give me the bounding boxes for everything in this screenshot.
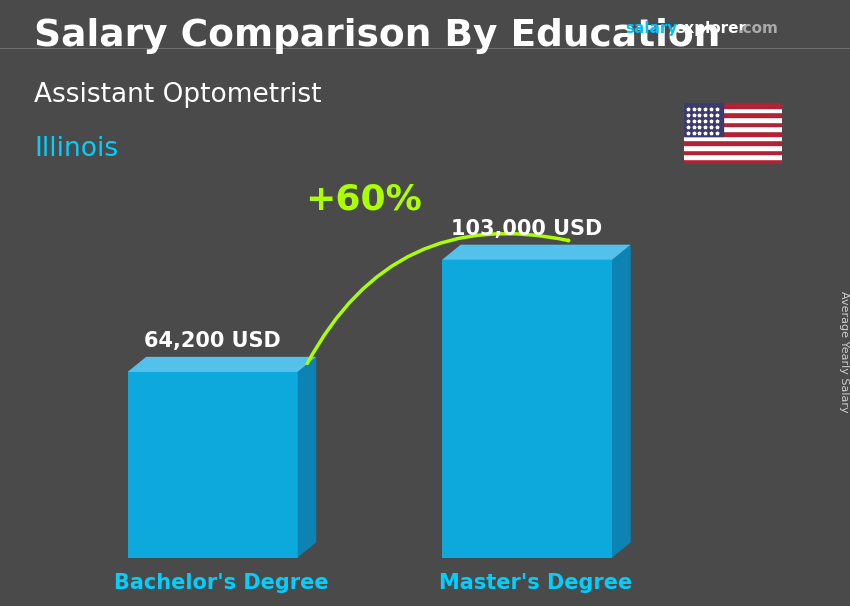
- Bar: [684, 103, 723, 136]
- Polygon shape: [442, 260, 612, 558]
- Text: salary: salary: [625, 21, 677, 36]
- Polygon shape: [128, 372, 298, 558]
- Text: 103,000 USD: 103,000 USD: [451, 219, 603, 239]
- Bar: [684, 136, 782, 141]
- Text: .com: .com: [738, 21, 779, 36]
- Text: +60%: +60%: [305, 182, 422, 216]
- Bar: [684, 117, 782, 122]
- Bar: [684, 141, 782, 145]
- Bar: [684, 159, 782, 164]
- Text: Salary Comparison By Education: Salary Comparison By Education: [34, 18, 720, 54]
- Text: explorer: explorer: [674, 21, 746, 36]
- Text: Assistant Optometrist: Assistant Optometrist: [34, 82, 321, 108]
- Polygon shape: [128, 357, 316, 372]
- Bar: [684, 103, 782, 108]
- Polygon shape: [298, 357, 316, 558]
- Text: Average Yearly Salary: Average Yearly Salary: [839, 291, 849, 412]
- FancyArrowPatch shape: [308, 233, 569, 364]
- Bar: [684, 122, 782, 126]
- Bar: [684, 150, 782, 155]
- Text: 64,200 USD: 64,200 USD: [144, 331, 280, 351]
- Bar: [684, 126, 782, 131]
- Text: Bachelor's Degree: Bachelor's Degree: [114, 573, 328, 593]
- Bar: [684, 145, 782, 150]
- Polygon shape: [442, 245, 631, 260]
- Bar: [684, 155, 782, 159]
- Bar: [684, 108, 782, 112]
- Bar: [684, 112, 782, 117]
- Text: Master's Degree: Master's Degree: [439, 573, 632, 593]
- Bar: [684, 131, 782, 136]
- Text: Illinois: Illinois: [34, 136, 118, 162]
- Polygon shape: [612, 245, 631, 558]
